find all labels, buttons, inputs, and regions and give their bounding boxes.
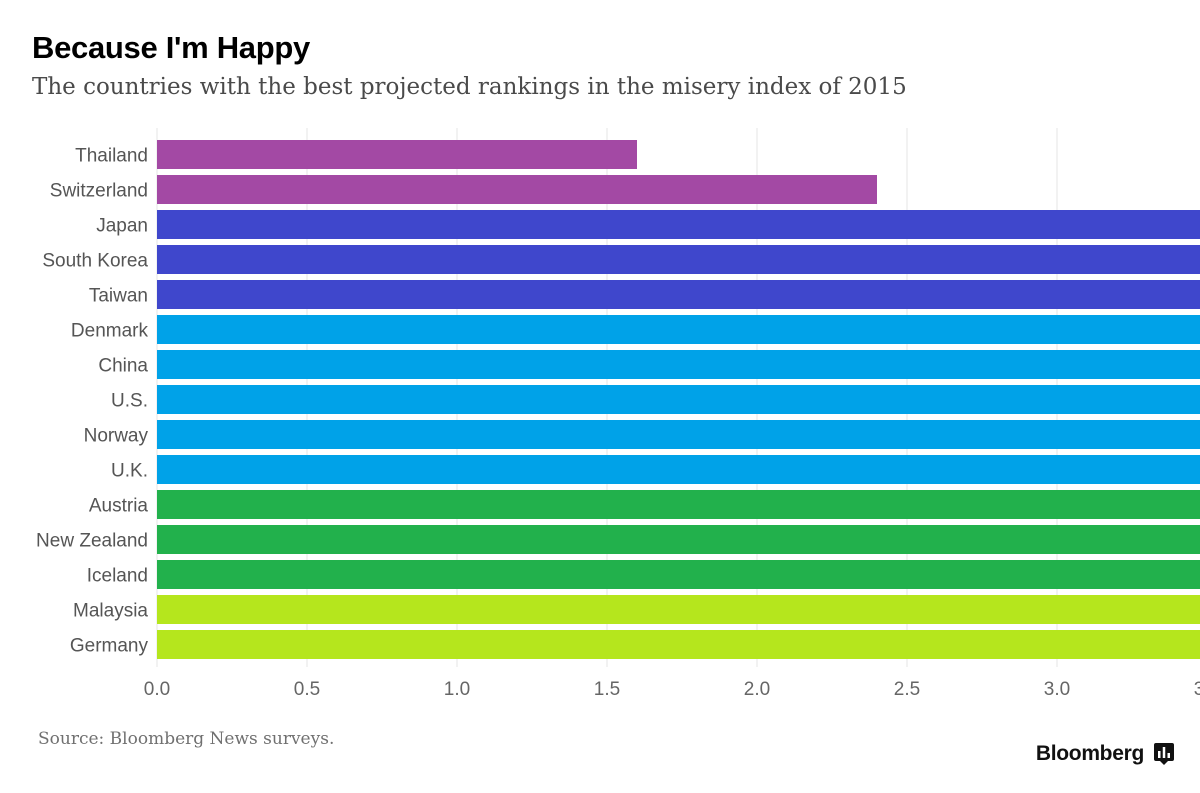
x-tick-label: 1.0 [444, 679, 470, 700]
bar [157, 385, 1200, 414]
x-axis-ticks: 0.00.51.01.52.02.53.03.54.04.55.05.56.06… [144, 679, 1200, 700]
bar-chart: Thailand Switzerland Japan South Korea Taiwa… [36, 128, 1200, 700]
category-labels: Thailand Switzerland Japan South Korea Taiwa… [36, 146, 148, 657]
bar [157, 280, 1200, 309]
category-label: Iceland [87, 566, 148, 587]
x-tick-label: 3.5 [1194, 679, 1200, 700]
bar [157, 315, 1200, 344]
category-label: Norway [84, 426, 149, 447]
bar [157, 455, 1200, 484]
bar [157, 595, 1200, 624]
bar [157, 140, 637, 169]
chart-title: Because I'm Happy [32, 30, 310, 65]
bar [157, 630, 1200, 659]
bar [157, 245, 1200, 274]
bar [157, 175, 877, 204]
brand-name: Bloomberg [1035, 742, 1144, 765]
category-label: China [98, 356, 148, 377]
bar [157, 560, 1200, 589]
category-label: Malaysia [73, 601, 148, 622]
category-label: Denmark [71, 321, 149, 342]
category-label: Thailand [75, 146, 148, 167]
x-tick-label: 2.5 [894, 679, 920, 700]
bar [157, 350, 1200, 379]
category-label: Austria [89, 496, 149, 517]
x-tick-label: 0.0 [144, 679, 170, 700]
source-note: Source: Bloomberg News surveys. [38, 729, 335, 749]
x-tick-label: 2.0 [744, 679, 770, 700]
bar [157, 525, 1200, 554]
chart-subtitle: The countries with the best projected ra… [32, 74, 907, 100]
category-label: Taiwan [89, 286, 148, 307]
bar [157, 490, 1200, 519]
category-label: Switzerland [50, 181, 148, 202]
bars [157, 140, 1200, 659]
bar [157, 420, 1200, 449]
category-label: U.S. [111, 391, 148, 412]
x-tick-label: 1.5 [594, 679, 620, 700]
category-label: South Korea [42, 251, 148, 272]
bar-chart-logo-icon [1154, 743, 1174, 765]
category-label: Germany [70, 636, 149, 657]
brand: Bloomberg [1036, 742, 1174, 766]
category-label: Japan [96, 216, 148, 237]
category-label: U.K. [111, 461, 148, 482]
x-tick-label: 3.0 [1044, 679, 1070, 700]
category-label: New Zealand [36, 531, 148, 552]
x-tick-label: 0.5 [294, 679, 320, 700]
bar [157, 210, 1200, 239]
